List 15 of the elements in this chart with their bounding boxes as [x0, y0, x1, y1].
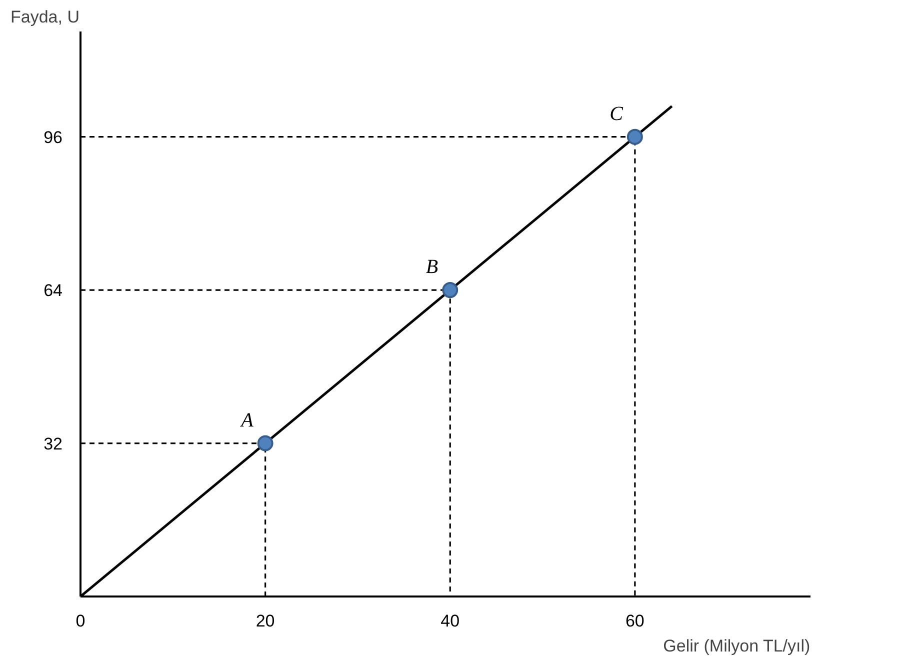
- annotation: B: [426, 256, 438, 278]
- point: [626, 128, 643, 145]
- x-axis-title: Gelir (Milyon TL/yıl): [663, 636, 810, 656]
- x-tick-label: 20: [256, 612, 275, 630]
- x-tick-label: 40: [440, 612, 460, 630]
- y-tick-label: 32: [44, 434, 63, 454]
- point: [257, 435, 274, 452]
- annotation: C: [610, 102, 624, 125]
- x-tick-label: 60: [625, 612, 644, 630]
- y-axis-title: Fayda, U: [10, 8, 80, 26]
- annotation: A: [239, 409, 254, 432]
- y-tick-label: 96: [44, 128, 63, 147]
- y-tick-label: 64: [44, 281, 63, 300]
- point: [442, 282, 458, 298]
- x-tick-label: 0: [76, 612, 86, 630]
